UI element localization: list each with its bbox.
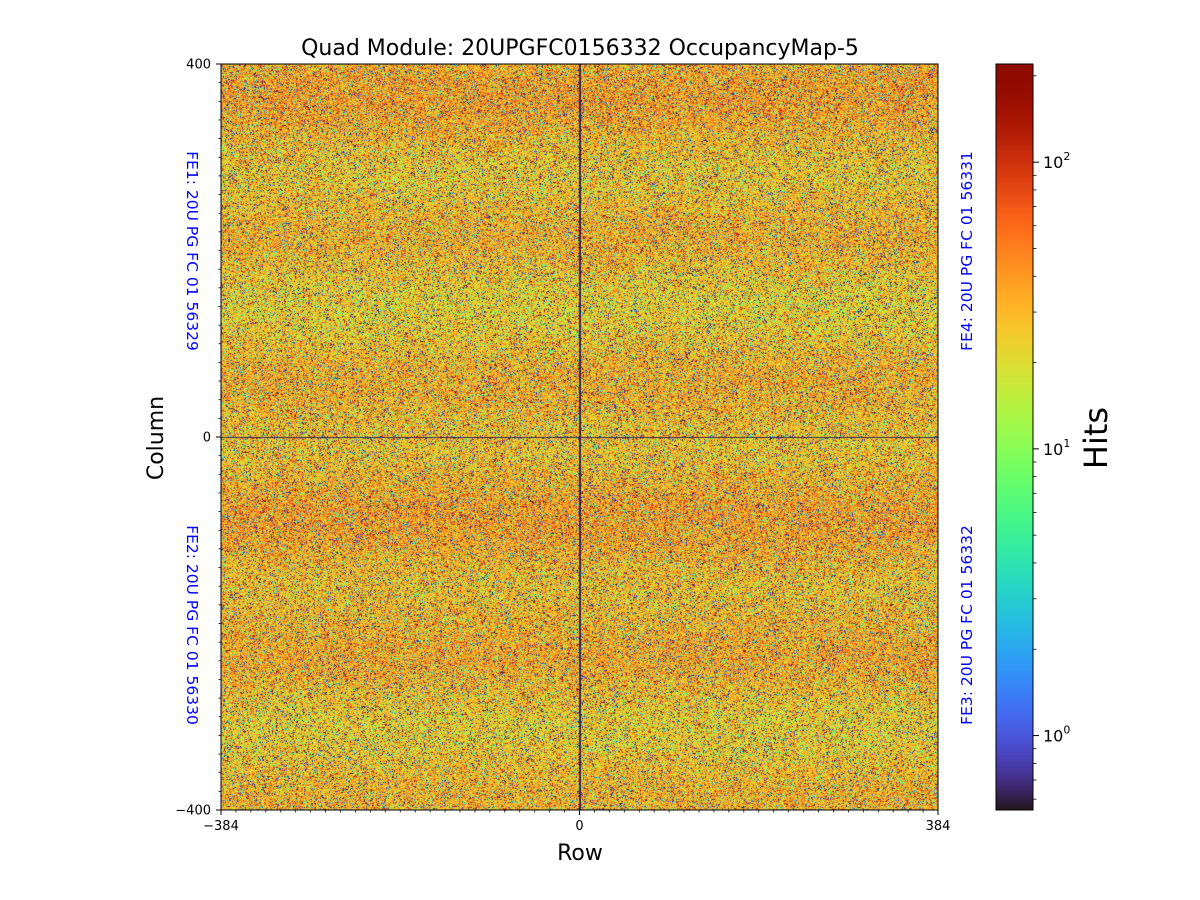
colorbar-tick-label: 102: [1043, 150, 1070, 172]
occupancy-heatmap: [221, 64, 938, 810]
colorbar-tick-exponent: 2: [1063, 150, 1070, 163]
chart-title: Quad Module: 20UPGFC0156332 OccupancyMap…: [301, 36, 859, 61]
colorbar-gradient: [996, 64, 1033, 810]
colorbar-tick-exponent: 1: [1063, 437, 1070, 450]
plot-frame: [220, 63, 939, 811]
x-tick-label: 0: [575, 819, 583, 834]
x-axis-label: Row: [557, 841, 603, 866]
colorbar-tick-label: 100: [1043, 724, 1070, 746]
colorbar-frame: [995, 63, 1034, 811]
colorbar-label: Hits: [1077, 407, 1115, 469]
colorbar-tick-exponent: 0: [1063, 724, 1070, 737]
chip-label-fe4: FE4: 20U PG FC 01 56331: [958, 151, 976, 351]
y-tick-label: −400: [175, 804, 211, 819]
x-tick-label: −384: [203, 819, 239, 834]
chip-label-fe2: FE2: 20U PG FC 01 56330: [183, 525, 201, 725]
y-tick-label: 0: [203, 431, 211, 446]
y-axis-label: Column: [144, 396, 169, 480]
chip-label-fe1: FE1: 20U PG FC 01 56329: [183, 151, 201, 351]
chip-label-fe3: FE3: 20U PG FC 01 56332: [958, 525, 976, 725]
y-tick-label: 400: [186, 58, 211, 73]
colorbar-tick-label: 101: [1043, 437, 1070, 459]
x-tick-label: 384: [926, 819, 951, 834]
